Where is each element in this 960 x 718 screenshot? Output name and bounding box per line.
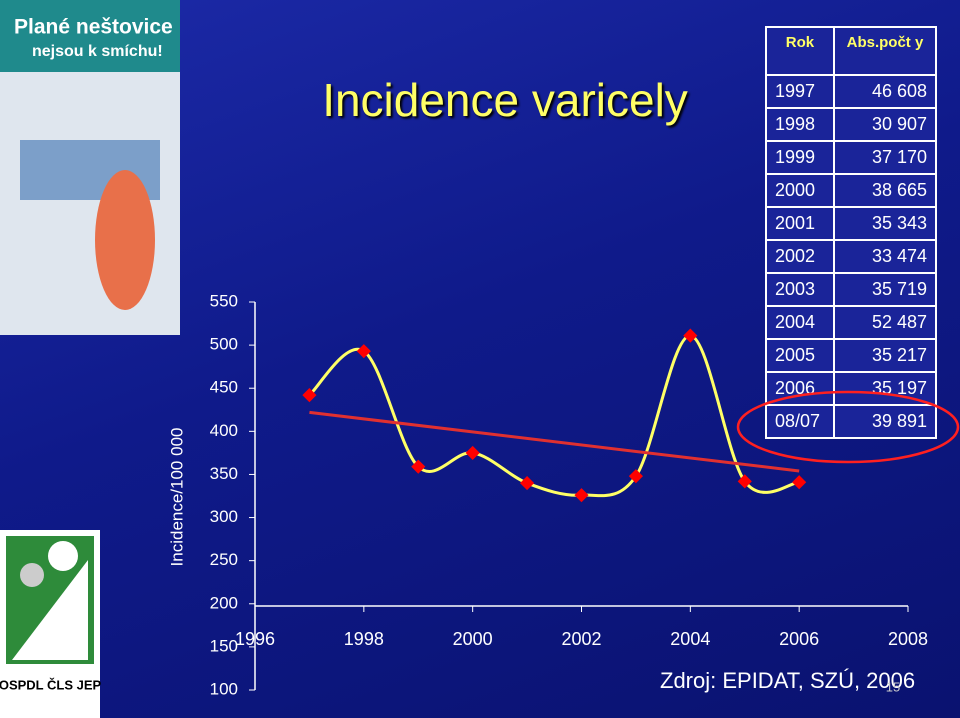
y-tick-label: 150 [210, 636, 238, 655]
data-point [411, 459, 426, 474]
cell: 39 891 [832, 404, 938, 439]
header-cell: Rok [765, 26, 835, 76]
page-number: 15 [886, 679, 900, 694]
data-point [302, 388, 317, 403]
table-row: 2006 35 197 [765, 371, 938, 406]
data-point [683, 328, 698, 343]
table-row: 2002 33 474 [765, 239, 938, 274]
y-tick-label: 300 [210, 507, 238, 526]
cell: 30 907 [832, 107, 938, 142]
cell: 1999 [765, 140, 835, 175]
x-tick-label: 2008 [888, 629, 928, 649]
data-point [465, 445, 480, 460]
cell: 2004 [765, 305, 835, 340]
table-row: 1998 30 907 [765, 107, 938, 142]
data-point [628, 469, 643, 484]
x-tick-label: 1998 [344, 629, 384, 649]
cell: 2002 [765, 239, 835, 274]
table-row: 2000 38 665 [765, 173, 938, 208]
data-point [574, 488, 589, 503]
y-tick-label: 500 [210, 335, 238, 354]
poster-header [0, 0, 180, 72]
cell: 2006 [765, 371, 835, 406]
poster-figure [95, 170, 155, 310]
cell: 52 487 [832, 305, 938, 340]
header-cell: Abs.počt y [832, 26, 938, 76]
y-tick-label: 200 [210, 593, 238, 612]
y-tick-label: 100 [210, 679, 238, 698]
cell: 35 343 [832, 206, 938, 241]
cell: 33 474 [832, 239, 938, 274]
cell: 2005 [765, 338, 835, 373]
table-row: 1999 37 170 [765, 140, 938, 175]
cell: 2001 [765, 206, 835, 241]
table-header: Rok Abs.počt y [765, 26, 938, 76]
poster-subtitle: nejsou k smíchu! [32, 43, 163, 60]
cell: 35 719 [832, 272, 938, 307]
y-tick-label: 450 [210, 378, 238, 397]
data-point [356, 344, 371, 359]
table-row: 08/07 39 891 [765, 404, 938, 439]
table-row: 2005 35 217 [765, 338, 938, 373]
data-point [737, 474, 752, 489]
x-tick-label: 2000 [453, 629, 493, 649]
y-axis-label: Incidence/100 000 [167, 428, 186, 567]
data-point [792, 475, 807, 490]
data-point [520, 475, 535, 491]
x-tick-label: 2004 [670, 629, 710, 649]
cell: 2003 [765, 272, 835, 307]
data-line [308, 334, 800, 498]
cell: 1997 [765, 74, 835, 109]
cell: 35 217 [832, 338, 938, 373]
table-row: 2004 52 487 [765, 305, 938, 340]
cell: 46 608 [832, 74, 938, 109]
cell: 1998 [765, 107, 835, 142]
title: Incidence varicely [322, 74, 688, 126]
x-tick-label: 2006 [779, 629, 819, 649]
trend-line [309, 410, 800, 473]
table-row: 2001 35 343 [765, 206, 938, 241]
cell: 2000 [765, 173, 835, 208]
data-table: Rok Abs.počt y 1997 46 608 1998 30 907 1999 37 … [765, 26, 938, 439]
poster-title: Plané neštovice [14, 16, 173, 39]
table-row: 2003 35 719 [765, 272, 938, 307]
y-tick-label: 400 [210, 421, 238, 440]
cell: 35 197 [832, 371, 938, 406]
source: Zdroj: EPIDAT, SZÚ, 2006 [660, 668, 915, 693]
cell: 08/07 [765, 404, 835, 439]
logo-shape [12, 560, 88, 660]
cell: 38 665 [832, 173, 938, 208]
logo-circle [48, 541, 78, 571]
y-tick-label: 350 [210, 464, 238, 483]
logo-text: OSPDL ČLS JEP [0, 677, 102, 692]
y-tick-label: 250 [210, 550, 238, 569]
x-tick-label: 2002 [561, 629, 601, 649]
logo-circle [20, 563, 44, 587]
table-row: 1997 46 608 [765, 74, 938, 109]
y-tick-label: 550 [210, 291, 238, 310]
x-tick-label: 1996 [235, 629, 275, 649]
cell: 37 170 [832, 140, 938, 175]
